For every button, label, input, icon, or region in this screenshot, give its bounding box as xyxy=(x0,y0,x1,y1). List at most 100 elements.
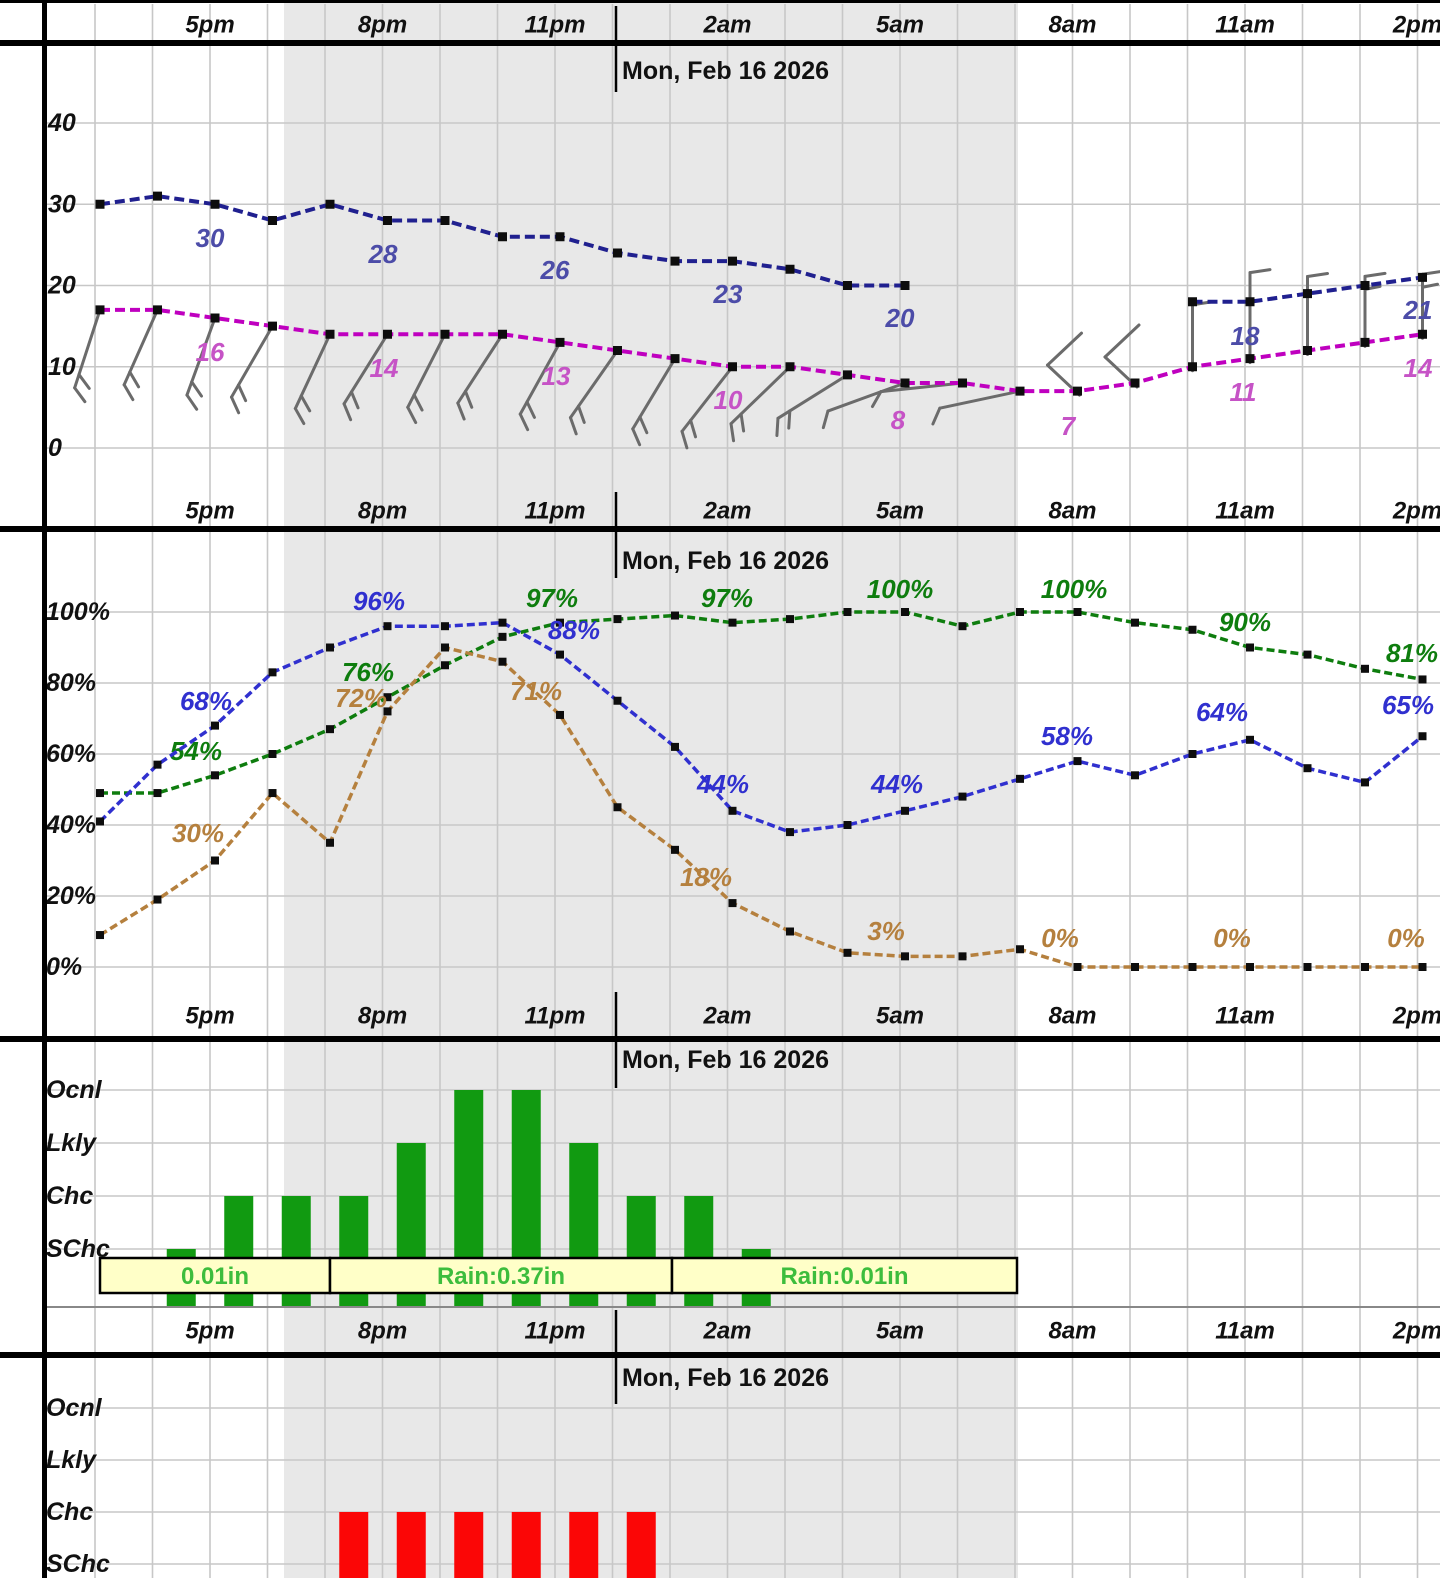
temperature-line-path xyxy=(1192,275,1423,304)
data-point xyxy=(555,337,565,347)
temperature-line: 30 28 26 23 20 18 21 xyxy=(95,191,1432,351)
humidity-line-value-label: 88% xyxy=(548,615,600,645)
data-point xyxy=(441,661,449,670)
data-point xyxy=(325,199,335,209)
wind-barb xyxy=(775,373,849,438)
data-point xyxy=(556,618,564,627)
data-point xyxy=(728,899,737,908)
data-point xyxy=(498,657,507,666)
wind-barb xyxy=(729,365,792,443)
data-point xyxy=(785,362,795,372)
data-point xyxy=(843,370,852,380)
y-tick-label: 100% xyxy=(46,598,110,626)
time-tick-label: 11am xyxy=(1215,1003,1275,1030)
data-point xyxy=(1188,750,1197,758)
data-point xyxy=(1188,297,1197,307)
data-point xyxy=(210,199,220,209)
time-tick-label: 2am xyxy=(702,1003,751,1030)
date-label: Mon, Feb 16 2026 xyxy=(622,1364,829,1392)
data-point xyxy=(1361,664,1369,673)
sky-cover-line-value-label: 97% xyxy=(701,583,753,613)
dewpoint-line-value-label: 14 xyxy=(370,353,399,383)
data-point xyxy=(441,622,449,631)
data-point xyxy=(325,329,335,339)
dewpoint-line-value-label: 10 xyxy=(714,385,743,415)
data-point xyxy=(1418,675,1427,684)
data-point xyxy=(498,618,507,627)
category-label: Lkly xyxy=(46,1446,97,1474)
data-point xyxy=(1131,963,1139,971)
data-point xyxy=(613,696,622,705)
wind-barb xyxy=(230,324,274,415)
time-tick-label: 8pm xyxy=(358,1318,407,1345)
left-border xyxy=(42,0,47,1578)
data-point xyxy=(1016,608,1024,616)
data-point xyxy=(671,742,679,751)
data-point xyxy=(153,895,162,904)
data-point xyxy=(1016,945,1024,954)
wind-barb xyxy=(185,316,217,411)
wind-barb xyxy=(456,332,504,421)
data-point xyxy=(1130,378,1140,388)
night-shading xyxy=(284,0,1018,1578)
time-tick-label: 2pm xyxy=(1392,498,1440,525)
temperature-line-value-label: 23 xyxy=(713,279,743,309)
data-point xyxy=(441,643,449,652)
data-point xyxy=(440,329,450,339)
data-point xyxy=(786,927,794,936)
humidity-line-value-label: 68% xyxy=(180,686,232,716)
data-point xyxy=(211,771,219,780)
data-point xyxy=(95,199,105,209)
data-point xyxy=(613,615,622,624)
data-point xyxy=(326,643,334,652)
temperature-line-value-label: 20 xyxy=(885,303,915,333)
accum-band-segment xyxy=(98,1256,332,1295)
humidity-line-value-label: 96% xyxy=(353,586,405,616)
sky-cover-line-value-label: 81% xyxy=(1386,638,1438,668)
data-point xyxy=(1360,337,1370,347)
wind-barb xyxy=(1248,268,1272,365)
precip-potential-line-value-label: 18% xyxy=(680,862,732,892)
data-point xyxy=(383,693,392,702)
data-point xyxy=(1360,281,1370,290)
data-point xyxy=(1418,329,1427,339)
secondary-bar xyxy=(454,1512,484,1578)
sky-cover-line-value-label: 100% xyxy=(867,574,934,604)
data-point xyxy=(900,378,910,388)
time-tick-label: 11am xyxy=(1215,1318,1275,1345)
data-point xyxy=(440,216,450,225)
temperature-line-value-label: 26 xyxy=(540,255,570,285)
dewpoint-line-value-label: 16 xyxy=(196,337,225,367)
y-tick-label: 30 xyxy=(48,190,76,218)
time-tick-label: 8am xyxy=(1048,1003,1096,1030)
data-point xyxy=(728,618,737,627)
sky-cover-line: 54% 76% 97% 97% 100% 100% 90% 81% xyxy=(96,574,1438,798)
secondary-bar xyxy=(396,1512,426,1578)
accum-band-value: 0.01in xyxy=(181,1263,249,1290)
data-point xyxy=(670,354,680,364)
data-point xyxy=(498,329,507,339)
dewpoint-line-value-label: 7 xyxy=(1061,411,1077,441)
accum-band-value: Rain:0.37in xyxy=(437,1263,565,1290)
date-label: Mon, Feb 16 2026 xyxy=(622,547,829,575)
data-point xyxy=(958,378,967,388)
data-point xyxy=(843,608,852,616)
data-point xyxy=(268,789,277,798)
panel-divider xyxy=(0,40,1440,46)
time-tick-label: 8am xyxy=(1048,1318,1096,1345)
wind-barb xyxy=(870,381,965,409)
data-point xyxy=(843,281,852,290)
dewpoint-line-path xyxy=(100,307,1423,394)
wind-barb xyxy=(518,340,562,432)
data-point xyxy=(786,828,794,837)
panel-divider xyxy=(0,526,1440,532)
temperature-line-value-label: 30 xyxy=(196,223,225,253)
precip-potential-line-value-label: 3% xyxy=(867,916,905,946)
data-point xyxy=(1361,778,1369,787)
y-tick-label: 20% xyxy=(45,882,96,910)
precip-potential-line-value-label: 0% xyxy=(1387,923,1425,953)
y-tick-label: 40 xyxy=(47,109,76,137)
data-point xyxy=(1015,386,1025,396)
data-point xyxy=(900,281,910,290)
accum-band-segment xyxy=(670,1256,1019,1295)
